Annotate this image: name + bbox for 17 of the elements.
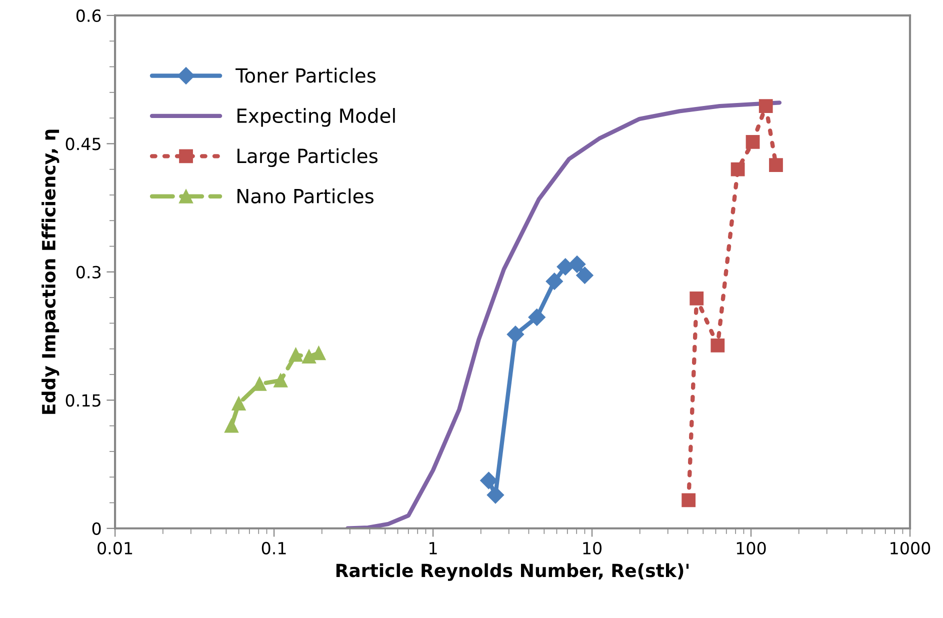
x-axis-title: Rarticle Reynolds Number, Re(stk)'	[336, 563, 689, 581]
y-tick-label: 0	[92, 522, 101, 535]
y-tick-label: 0.45	[66, 138, 100, 150]
y-tick-label: 0.6	[76, 9, 101, 22]
legend-label: Large Particles	[238, 148, 378, 168]
legend-label: Toner Particles	[236, 68, 376, 83]
y-tick-label: 0.15	[66, 394, 100, 407]
x-tick-label: 10	[583, 542, 602, 554]
x-tick-label: 0.01	[98, 542, 132, 554]
x-tick-label: 1	[430, 542, 437, 554]
legend-label: Nano Particles	[238, 188, 374, 204]
y-axis-title: Eddy Impaction Efficiency, η	[42, 130, 60, 414]
x-tick-label: 0.1	[262, 542, 286, 554]
y-tick-label: 0.3	[76, 266, 101, 278]
x-tick-label: 1000	[890, 542, 930, 554]
legend-label: Expecting Model	[238, 108, 395, 127]
x-tick-label: 100	[736, 542, 766, 554]
